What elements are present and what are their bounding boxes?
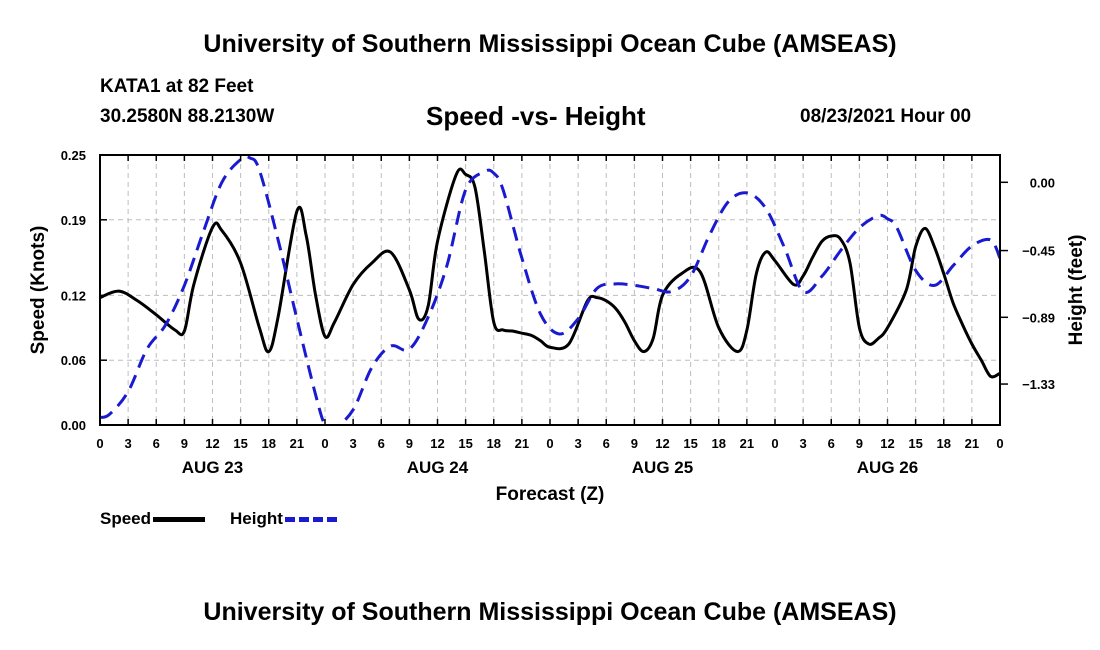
x-tick-label: 18 [712,436,726,451]
x-tick-label: 0 [771,436,778,451]
x-tick-label: 12 [655,436,669,451]
y2-tick-label: −0.45 [1022,244,1055,259]
y2-tick-label: 0.00 [1030,175,1055,190]
y-tick-label: 0.12 [61,288,86,303]
grid-lines [100,155,1000,425]
x-tick-label: 18 [937,436,951,451]
footer-title: University of Southern Mississippi Ocean… [203,598,897,626]
axes: 0 3 6 9 12 15 18 21 0 3 6 9 12 15 18 21 0 3 6 9 12 15 18 21 0 3 6 9… [61,148,1055,477]
y-tick-label: 0.19 [61,213,86,228]
legend-speed: Speed [100,509,206,529]
x-tick-label: 0 [321,436,328,451]
x-tick-label: 21 [740,436,754,451]
x-tick-label: 3 [350,436,357,451]
legend-height: Height [230,509,337,529]
x-tick-label: 3 [125,436,132,451]
x-tick-label: 18 [487,436,501,451]
x-tick-label: 3 [575,436,582,451]
x-tick-label: 21 [965,436,979,451]
date-label: AUG 25 [632,458,693,477]
legend-height-swatch [284,516,337,522]
x-tick-label: 6 [603,436,610,451]
y-tick-label: 0.06 [61,353,86,368]
x-tick-label: 0 [96,436,103,451]
x-tick-label: 15 [233,436,247,451]
x-tick-label: 9 [631,436,638,451]
legend-speed-swatch [153,516,206,522]
x-tick-label: 6 [828,436,835,451]
station-coordinates: 30.2580N 88.2130W [100,106,275,127]
x-tick-label: 6 [378,436,385,451]
y-tick-label: 0.00 [61,418,86,433]
x-tick-label: 0 [546,436,553,451]
legend-height-label: Height [230,509,283,528]
x-tick-label: 21 [515,436,529,451]
x-tick-label: 21 [290,436,304,451]
x-tick-label: 9 [406,436,413,451]
date-label: AUG 23 [182,458,243,477]
x-tick-label: 9 [181,436,188,451]
forecast-time: 08/23/2021 Hour 00 [800,106,972,127]
x-tick-label: 9 [856,436,863,451]
x-tick-label: 18 [262,436,276,451]
series-line-height [100,155,1000,425]
page-title: University of Southern Mississippi Ocean… [203,30,897,58]
x-tick-label: 12 [205,436,219,451]
x-tick-label: 15 [908,436,922,451]
x-tick-label: 3 [800,436,807,451]
date-label: AUG 26 [857,458,918,477]
x-tick-label: 6 [153,436,160,451]
series-lines [100,155,1000,425]
x-tick-label: 15 [683,436,697,451]
x-axis-label: Forecast (Z) [496,484,605,505]
y2-axis-label: Height (feet) [1066,235,1087,346]
y-axis-label: Speed (Knots) [28,226,49,355]
legend-speed-label: Speed [100,509,152,528]
x-tick-label: 12 [430,436,444,451]
y-tick-label: 0.25 [61,148,86,163]
chart-title: Speed -vs- Height [426,101,646,131]
y2-tick-label: −0.89 [1022,310,1055,325]
station-label: KATA1 at 82 Feet [100,76,254,97]
y2-tick-label: −1.33 [1022,377,1055,392]
x-tick-label: 0 [996,436,1003,451]
x-tick-label: 12 [880,436,894,451]
x-tick-label: 15 [458,436,472,451]
date-label: AUG 24 [407,458,469,477]
